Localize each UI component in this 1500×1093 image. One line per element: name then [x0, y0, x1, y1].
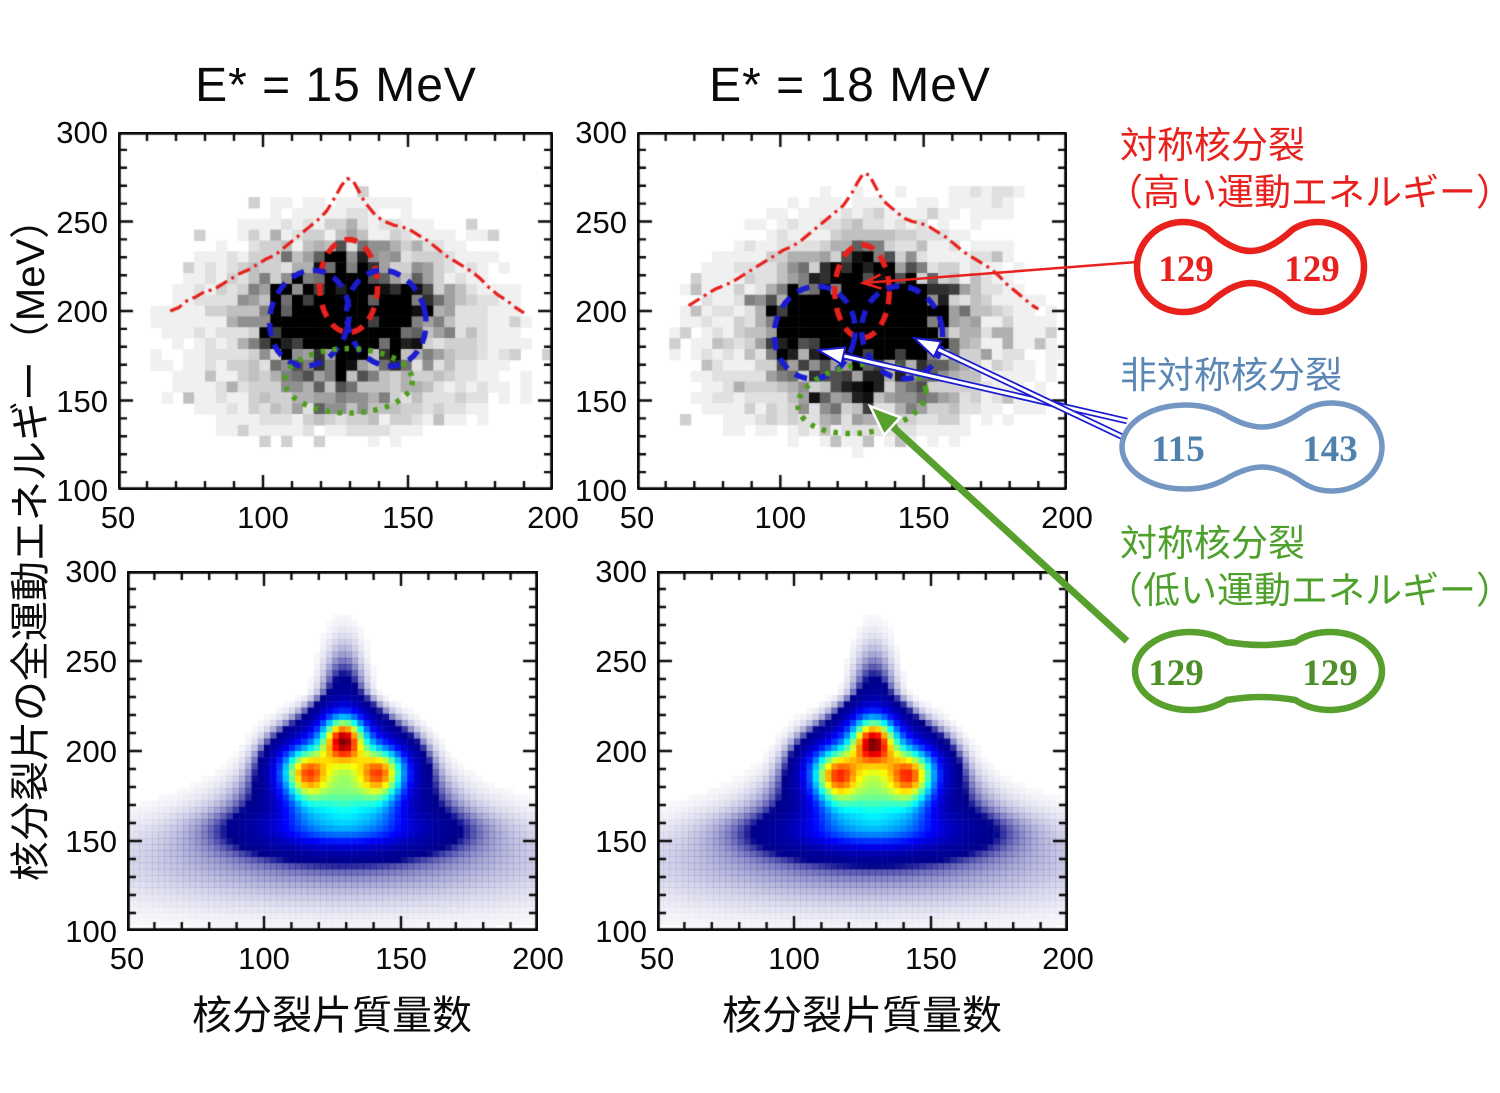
nucleus-shape-blue	[1119, 400, 1385, 494]
x-tick-label: 50	[639, 941, 675, 976]
mass-number-red-left: 129	[1158, 249, 1214, 290]
x-tick-label: 100	[754, 500, 807, 535]
y-tick-label: 200	[595, 734, 647, 769]
y-tick-label: 150	[56, 383, 108, 419]
column-title-15mev: E* = 15 MeV	[195, 59, 477, 112]
column-title-18mev: E* = 18 MeV	[709, 59, 991, 112]
x-tick-label: 50	[100, 500, 136, 535]
nucleus-shape-green	[1131, 628, 1386, 714]
x-tick-label: 100	[768, 941, 820, 976]
annotation-symmetric-high-line2: （高い運動エネルギー）	[1106, 172, 1500, 213]
experiment-18mev-histogram	[637, 132, 1067, 490]
annotation-symmetric-high: 対称核分裂 （高い運動エネルギー）	[1106, 122, 1500, 216]
y-tick-label: 100	[575, 473, 627, 508]
y-tick-label: 200	[575, 294, 627, 329]
annotation-symmetric-low-line1: 対称核分裂	[1120, 523, 1305, 564]
x-tick-label: 200	[527, 500, 579, 535]
mass-number-green-left: 129	[1148, 653, 1204, 694]
fission-shape-symmetric-low: 129 129	[1131, 628, 1386, 714]
y-tick-label: 100	[595, 914, 647, 949]
y-tick-label: 300	[595, 554, 647, 589]
y-tick-label: 100	[65, 914, 117, 949]
mass-number-blue-right: 143	[1302, 429, 1358, 470]
nucleus-shape-red	[1133, 218, 1368, 316]
mass-number-green-right: 129	[1302, 653, 1358, 694]
mass-number-red-right: 129	[1284, 249, 1340, 290]
model-15mev-heatmap	[127, 571, 538, 931]
y-tick-label: 300	[575, 115, 627, 150]
x-tick-label: 200	[1042, 941, 1094, 976]
annotation-symmetric-high-line1: 対称核分裂	[1120, 125, 1305, 166]
y-tick-label: 200	[65, 734, 117, 769]
y-tick-label: 150	[65, 824, 117, 859]
x-tick-label: 100	[238, 941, 290, 976]
x-tick-label: 150	[905, 941, 957, 976]
x-tick-label: 150	[897, 500, 950, 535]
y-tick-label: 150	[595, 824, 647, 859]
fission-shape-symmetric-high: 129 129	[1133, 218, 1368, 316]
experiment-15mev-histogram	[118, 132, 553, 490]
y-tick-label: 300	[56, 115, 108, 150]
fission-shape-asymmetric: 115 143	[1119, 400, 1385, 494]
annotation-asymmetric-line1: 非対称核分裂	[1120, 355, 1342, 396]
y-tick-label: 250	[65, 644, 117, 679]
y-tick-label: 100	[56, 473, 108, 508]
annotation-asymmetric: 非対称核分裂	[1120, 352, 1342, 399]
mass-number-blue-left: 115	[1151, 429, 1204, 470]
annotation-symmetric-low-line2: （低い運動エネルギー）	[1106, 570, 1500, 611]
y-tick-label: 250	[56, 204, 108, 240]
y-tick-label: 300	[65, 554, 117, 589]
x-tick-label: 200	[1041, 500, 1093, 535]
x-axis-title-left: 核分裂片質量数	[192, 994, 472, 1038]
x-axis-title-right: 核分裂片質量数	[722, 994, 1002, 1038]
annotation-symmetric-low: 対称核分裂 （低い運動エネルギー）	[1106, 520, 1500, 614]
y-tick-label: 250	[595, 644, 647, 679]
y-tick-label: 150	[575, 383, 627, 419]
x-tick-label: 150	[375, 941, 427, 976]
y-tick-label: 200	[56, 294, 108, 329]
y-tick-label: 250	[575, 204, 627, 240]
x-tick-label: 50	[619, 500, 655, 535]
model-18mev-heatmap	[657, 571, 1068, 931]
x-tick-label: 50	[109, 941, 145, 976]
x-tick-label: 150	[382, 500, 434, 535]
x-tick-label: 200	[512, 941, 564, 976]
x-tick-label: 100	[237, 500, 289, 535]
